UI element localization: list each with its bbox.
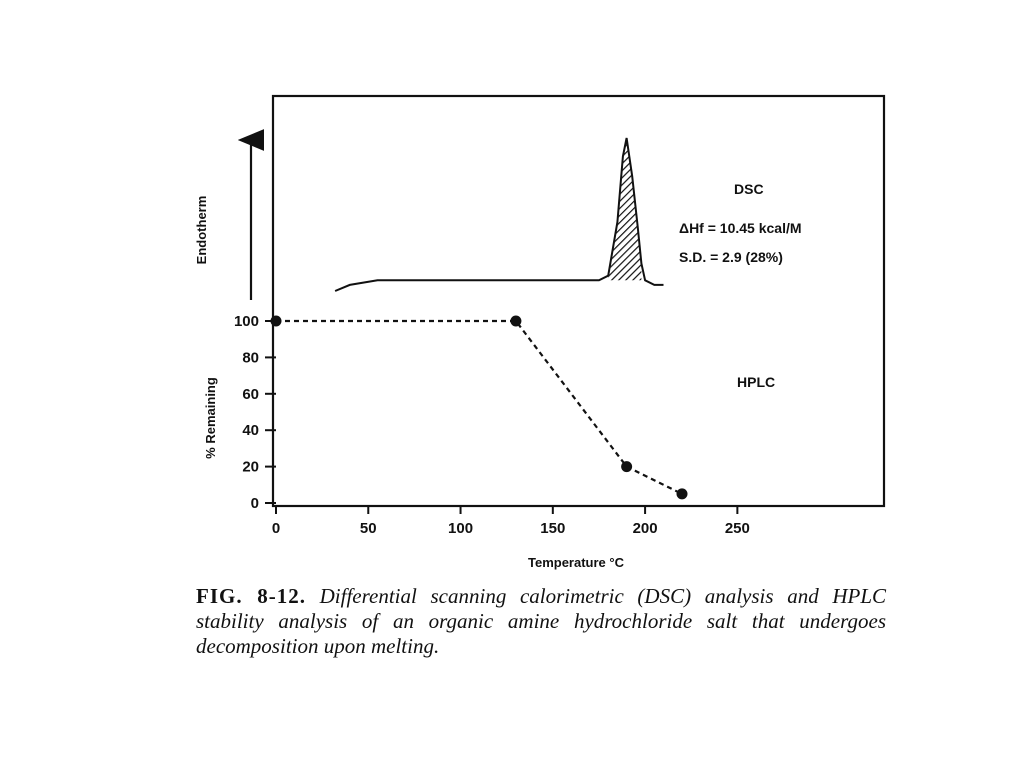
caption-label: FIG. 8-12. bbox=[196, 584, 306, 608]
hplc-data-point bbox=[676, 488, 688, 500]
x-axis-ticks: 0 50 100 150 200 250 bbox=[272, 506, 750, 537]
dsc-panel: DSC ΔHf = 10.45 kcal/M S.D. = 2.9 (28%) … bbox=[194, 137, 802, 292]
dsc-peak-hatch bbox=[608, 138, 642, 281]
x-tick-label: 50 bbox=[360, 520, 377, 537]
hplc-series-line bbox=[276, 319, 683, 495]
x-axis-title: Temperature °C bbox=[528, 555, 625, 570]
hplc-label: HPLC bbox=[737, 374, 775, 390]
x-tick-label: 250 bbox=[725, 520, 750, 537]
y-tick-label: 0 bbox=[251, 495, 259, 512]
hplc-ylabel: % Remaining bbox=[203, 377, 218, 459]
y-tick-label: 100 bbox=[234, 313, 259, 330]
hplc-panel: 0 20 40 60 80 100 0 50 100 150 200 250 HPLC % Rema… bbox=[203, 313, 775, 570]
plot-frame bbox=[271, 94, 886, 508]
hplc-points bbox=[270, 315, 688, 500]
figure-caption: FIG. 8-12. Differential scanning calorim… bbox=[196, 584, 886, 659]
x-tick-label: 150 bbox=[540, 520, 565, 537]
hplc-data-point bbox=[510, 315, 522, 327]
y-tick-label: 40 bbox=[242, 422, 259, 439]
dsc-sd: S.D. = 2.9 (28%) bbox=[679, 249, 783, 265]
y-axis-ticks: 0 20 40 60 80 100 bbox=[234, 313, 276, 512]
dsc-curve bbox=[334, 137, 664, 292]
hplc-data-point bbox=[621, 461, 633, 473]
dsc-label: DSC bbox=[734, 181, 764, 197]
x-tick-label: 0 bbox=[272, 520, 280, 537]
hplc-data-point bbox=[270, 315, 282, 327]
dsc-ylabel: Endotherm bbox=[194, 196, 209, 265]
y-tick-label: 80 bbox=[242, 349, 259, 366]
x-tick-label: 200 bbox=[633, 520, 658, 537]
caption-text: Differential scanning calorimetric (DSC)… bbox=[196, 584, 887, 658]
x-tick-label: 100 bbox=[448, 520, 473, 537]
y-tick-label: 60 bbox=[242, 386, 259, 403]
dsc-enthalpy: ΔHf = 10.45 kcal/M bbox=[679, 220, 802, 236]
y-tick-label: 20 bbox=[242, 459, 259, 476]
